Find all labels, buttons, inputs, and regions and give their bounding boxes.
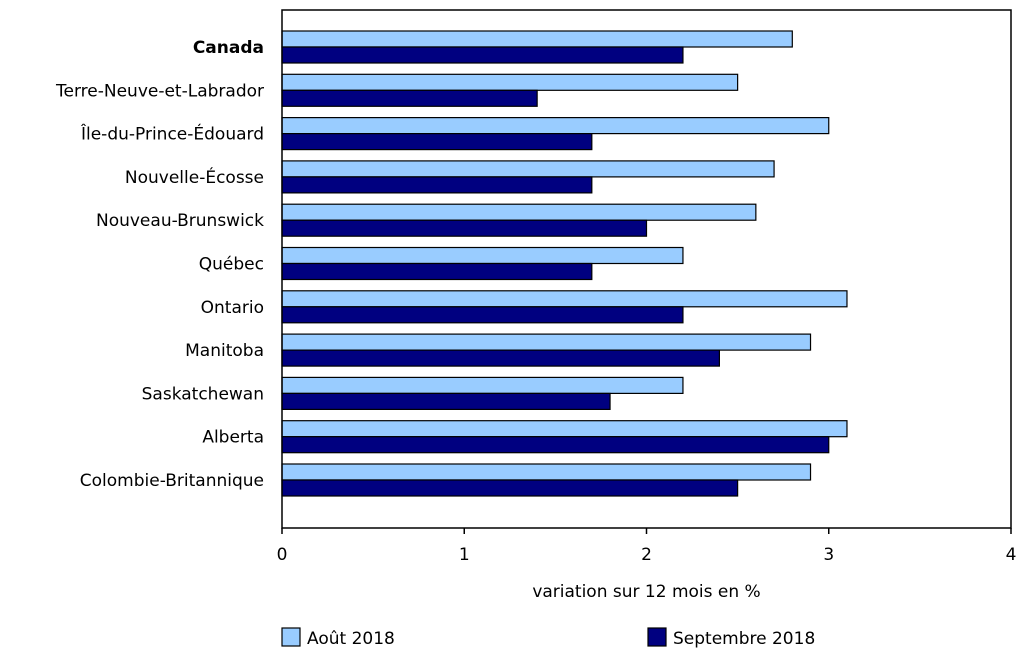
x-tick-label: 0 [277, 545, 288, 565]
bar-canada-septembre-2018 [281, 46, 684, 64]
legend-swatch-aout-2018 [281, 627, 301, 647]
category-label-canada: Canada [193, 38, 264, 58]
bar-ontario-septembre-2018 [281, 306, 684, 324]
legend-swatch-septembre-2018 [647, 627, 667, 647]
bar-terre-neuve-et-labrador-septembre-2018 [281, 89, 538, 107]
x-axis-title: variation sur 12 mois en % [532, 582, 760, 602]
bar-canada-aout-2018 [281, 30, 793, 48]
category-labels: Canada Terre-Neuve-et-Labrador Île-du-Prin… [55, 38, 264, 491]
category-label-manitoba: Manitoba [185, 341, 264, 361]
x-tick-label: 3 [823, 545, 834, 565]
category-label-ile-du-prince-edouard: Île-du-Prince-Édouard [80, 123, 264, 145]
bar-alberta-septembre-2018 [281, 436, 830, 454]
bar-manitoba-septembre-2018 [281, 349, 720, 367]
bar-colombie-britannique-aout-2018 [281, 463, 812, 481]
bar-ontario-aout-2018 [281, 290, 848, 308]
bar-quebec-aout-2018 [281, 246, 684, 265]
x-tick-label: 2 [641, 545, 652, 565]
bars-group [281, 30, 848, 497]
bar-alberta-aout-2018 [281, 420, 848, 438]
bar-ile-du-prince-edouard-aout-2018 [281, 116, 830, 135]
x-tick-label: 1 [459, 545, 470, 565]
category-label-ontario: Ontario [201, 298, 264, 318]
legend-label-septembre-2018: Septembre 2018 [673, 629, 815, 649]
category-label-saskatchewan: Saskatchewan [142, 384, 264, 404]
bar-colombie-britannique-septembre-2018 [281, 479, 739, 497]
x-tick-label: 4 [1006, 545, 1017, 565]
category-label-quebec: Québec [199, 255, 264, 275]
category-label-colombie-britannique: Colombie-Britannique [80, 471, 264, 491]
bar-nouveau-brunswick-aout-2018 [281, 203, 757, 221]
bar-quebec-septembre-2018 [281, 262, 593, 281]
bar-nouvelle-ecosse-septembre-2018 [281, 176, 593, 194]
category-label-alberta: Alberta [202, 428, 264, 448]
x-axis-ticks: 0 1 2 3 4 [277, 528, 1017, 565]
category-label-nouveau-brunswick: Nouveau-Brunswick [96, 211, 264, 231]
legend-label-aout-2018: Août 2018 [307, 629, 395, 649]
category-label-terre-neuve-et-labrador: Terre-Neuve-et-Labrador [55, 81, 264, 101]
bar-manitoba-aout-2018 [281, 333, 812, 351]
category-label-nouvelle-ecosse: Nouvelle-Écosse [125, 166, 264, 188]
bar-saskatchewan-septembre-2018 [281, 392, 611, 410]
bar-ile-du-prince-edouard-septembre-2018 [281, 133, 593, 151]
bar-terre-neuve-et-labrador-aout-2018 [281, 73, 739, 91]
bar-nouveau-brunswick-septembre-2018 [281, 219, 648, 237]
legend: Août 2018 Septembre 2018 [281, 627, 815, 649]
bar-nouvelle-ecosse-aout-2018 [281, 160, 775, 178]
bar-saskatchewan-aout-2018 [281, 376, 684, 394]
